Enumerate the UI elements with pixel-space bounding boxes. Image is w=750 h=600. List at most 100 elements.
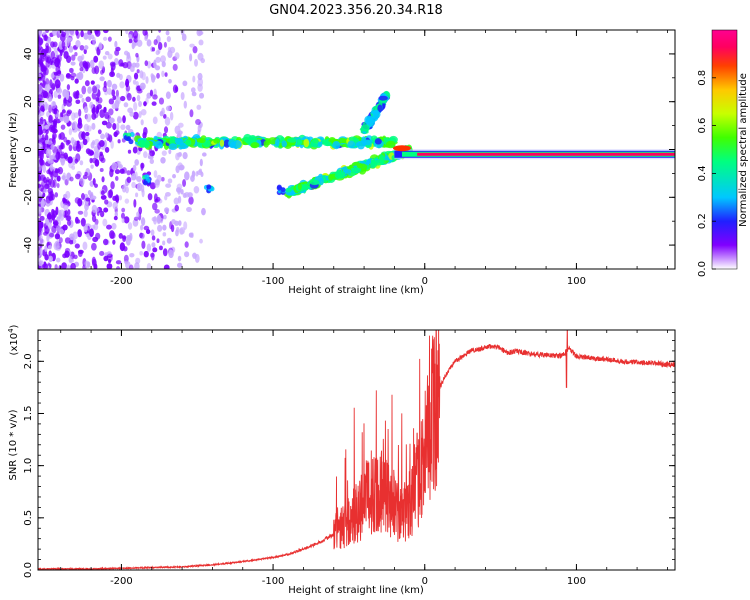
spectrogram-feature-blob xyxy=(285,187,292,193)
spectrogram-noise-blob xyxy=(165,183,172,188)
spectrogram-noise-blob xyxy=(81,97,85,103)
spectrogram-noise-blob xyxy=(107,87,112,95)
spectrogram-noise-blob xyxy=(134,159,140,166)
spectrogram-noise-blob xyxy=(161,107,165,116)
spectrogram-noise-blob xyxy=(114,40,118,48)
colorbar-tick-label: 0.2 xyxy=(697,213,708,229)
spectrogram-noise-blob xyxy=(116,116,123,124)
spectrogram-noise-blob xyxy=(110,62,116,71)
spectrogram-feature-blob xyxy=(174,138,184,146)
spectrogram-noise-blob xyxy=(142,131,147,139)
spectrogram-noise-blob xyxy=(114,211,118,218)
spectrogram-noise-blob xyxy=(121,184,127,193)
spectrogram-noise-blob xyxy=(48,114,54,124)
spectrogram-noise-blob xyxy=(68,45,74,53)
spectrogram-noise-blob xyxy=(55,151,61,161)
spectrogram-noise-blob xyxy=(177,262,183,268)
spectrogram-noise-blob xyxy=(152,202,158,211)
spectrogram-noise-blob xyxy=(157,42,163,50)
spectrogram-noise-blob xyxy=(96,103,102,110)
spectrogram-noise-blob xyxy=(100,190,105,196)
spectrogram-noise-blob xyxy=(113,131,118,138)
spectrogram-noise-blob xyxy=(100,69,104,75)
spectrogram-noise-blob xyxy=(122,246,128,252)
spectrogram-noise-blob xyxy=(64,237,71,244)
spectrogram-noise-blob xyxy=(38,130,43,136)
spectrogram-feature-blob xyxy=(169,136,176,146)
spectrogram-noise-blob xyxy=(58,237,63,244)
spectrogram-noise-blob xyxy=(79,44,85,51)
x-tick-label: 0 xyxy=(422,576,428,587)
spectrogram-noise-blob xyxy=(131,173,137,181)
spectrogram-noise-blob xyxy=(45,78,50,86)
spectrogram-noise-blob xyxy=(193,186,200,194)
spectrogram-noise-blob xyxy=(100,133,106,140)
y-tick-label: -20 xyxy=(23,189,34,205)
spectrogram-feature-blob xyxy=(385,140,396,149)
spectrogram-noise-blob xyxy=(85,148,91,155)
spectrogram-noise-blob xyxy=(190,87,196,93)
spectrogram-noise-blob xyxy=(83,48,87,55)
spectrogram-noise-blob xyxy=(133,216,139,221)
spectrogram-noise-blob xyxy=(126,54,132,64)
spectrogram-noise-blob xyxy=(135,192,139,198)
spectrogram-noise-blob xyxy=(124,260,129,265)
main-line-peak xyxy=(393,145,411,152)
spectrogram-noise-blob xyxy=(111,162,117,171)
spectrogram-noise-blob xyxy=(57,70,62,75)
spectrogram-noise-blob xyxy=(143,101,147,107)
spectrogram-noise-blob xyxy=(69,67,74,74)
spectrogram-noise-blob xyxy=(68,128,73,136)
spectrogram-feature-blob xyxy=(126,136,132,142)
spectrogram-noise-blob xyxy=(121,235,127,240)
spectrogram-noise-blob xyxy=(101,120,108,126)
spectrogram-noise-blob xyxy=(155,56,162,63)
spectrogram-noise-blob xyxy=(153,170,158,178)
spectrogram-noise-blob xyxy=(73,92,78,100)
spectrogram-noise-blob xyxy=(77,71,84,81)
spectrogram-noise-blob xyxy=(42,128,47,134)
spectrogram-noise-blob xyxy=(109,117,115,124)
spectrogram-noise-blob xyxy=(104,50,110,56)
snr-frame xyxy=(37,329,676,571)
y-tick-label: 1.5 xyxy=(23,406,34,422)
spectrogram-noise-blob xyxy=(182,151,188,160)
spectrogram-noise-blob xyxy=(66,139,72,145)
spectrogram-noise-blob xyxy=(92,258,97,268)
snr-exponent-label: (x104) xyxy=(7,324,20,355)
spectrogram-noise-blob xyxy=(38,228,42,237)
spectrogram-noise-blob xyxy=(143,250,149,258)
spectrogram-noise-blob xyxy=(149,158,155,165)
spectrogram-noise-blob xyxy=(39,247,43,257)
spectrogram-noise-blob xyxy=(106,224,112,230)
spectrogram-noise-blob xyxy=(122,115,126,124)
spectrogram-noise-blob xyxy=(59,30,64,34)
spectrogram-noise-blob xyxy=(139,232,143,239)
spectrogram-noise-blob xyxy=(170,224,175,233)
spectrogram-noise-blob xyxy=(162,232,167,237)
spectrogram-noise-blob xyxy=(126,176,132,183)
spectrogram-feature-blob xyxy=(233,140,242,149)
spectrogram-noise-blob xyxy=(98,42,103,50)
spectrogram-noise-blob xyxy=(129,232,133,242)
spectrogram-noise-blob xyxy=(47,36,52,44)
spectrogram-noise-blob xyxy=(140,163,144,171)
spectrogram-noise-blob xyxy=(174,204,179,212)
spectrogram-noise-blob xyxy=(149,252,155,258)
spectrogram-feature-blob xyxy=(142,139,150,149)
x-tick-label: 0 xyxy=(422,276,428,287)
spectrogram-noise-blob xyxy=(129,253,135,258)
spectrogram-noise-blob xyxy=(65,30,70,36)
spectrogram-noise-blob xyxy=(52,41,58,48)
spectrogram-noise-blob xyxy=(116,266,121,269)
spectrogram-noise-blob xyxy=(140,217,146,226)
spectrogram-noise-blob xyxy=(116,160,122,167)
spectrogram-noise-blob xyxy=(38,149,42,157)
spectrogram-noise-blob xyxy=(39,157,44,166)
spectrogram-noise-blob xyxy=(103,207,109,213)
spectrogram-noise-blob xyxy=(56,87,63,95)
spectrogram-noise-blob xyxy=(118,195,123,201)
spectrogram-noise-blob xyxy=(128,38,133,44)
spectrogram-noise-blob xyxy=(86,125,92,132)
spectrogram-noise-blob xyxy=(84,260,90,269)
